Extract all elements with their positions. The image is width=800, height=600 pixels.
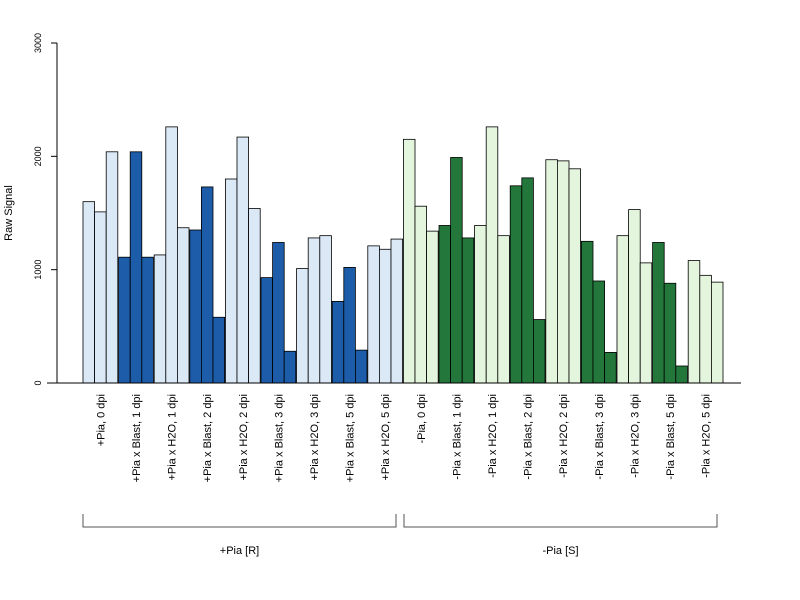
- group-bracket-0: [82, 514, 397, 528]
- bar-14-rep-3: [604, 351, 617, 384]
- group-label-0: +Pia [R]: [220, 545, 259, 557]
- bar-9-rep-1: [402, 138, 416, 384]
- category-label-12: -Pia x Blast, 2 dpi: [523, 394, 535, 480]
- category-label-13: -Pia x H2O, 2 dpi: [558, 394, 570, 478]
- bar-7-rep-3: [354, 349, 368, 384]
- category-label-1: +Pia x Blast, 1 dpi: [131, 394, 143, 482]
- bar-6-rep-3: [319, 235, 332, 384]
- bar-13-rep-1: [545, 159, 558, 384]
- bar-12-rep-1: [509, 185, 523, 384]
- category-label-15: -Pia x H2O, 3 dpi: [629, 394, 641, 478]
- bar-12-rep-2: [521, 177, 534, 384]
- bar-3-rep-2: [200, 186, 214, 384]
- category-label-10: -Pia x Blast, 1 dpi: [451, 394, 463, 480]
- category-label-3: +Pia x Blast, 2 dpi: [202, 394, 214, 482]
- bar-10-rep-3: [461, 237, 475, 384]
- bar-3-rep-1: [189, 229, 202, 384]
- bar-13-rep-3: [568, 168, 582, 384]
- bar-0-rep-1: [82, 201, 96, 384]
- category-label-7: +Pia x Blast, 5 dpi: [345, 394, 357, 482]
- bar-8-rep-1: [367, 245, 380, 384]
- category-label-17: -Pia x H2O, 5 dpi: [701, 394, 713, 478]
- bar-9-rep-2: [414, 205, 428, 384]
- group-brackets: +Pia [R] -Pia [S]: [82, 514, 718, 557]
- bar-2-rep-2: [165, 126, 178, 384]
- bar-11-rep-1: [474, 225, 487, 384]
- bar-16-rep-1: [652, 242, 665, 384]
- category-label-14: -Pia x Blast, 3 dpi: [594, 394, 606, 480]
- group-label-1: -Pia [S]: [542, 545, 578, 557]
- category-label-4: +Pia x H2O, 2 dpi: [238, 394, 250, 481]
- category-label-2: +Pia x H2O, 1 dpi: [167, 394, 179, 481]
- category-label-5: +Pia x Blast, 3 dpi: [273, 394, 285, 482]
- bar-4-rep-3: [248, 208, 261, 384]
- bar-8-rep-2: [378, 248, 392, 384]
- bar-1-rep-2: [129, 151, 143, 384]
- bar-15-rep-2: [628, 209, 641, 384]
- category-label-6: +Pia x H2O, 3 dpi: [309, 394, 321, 481]
- bar-5-rep-2: [272, 242, 285, 384]
- bar-8-rep-3: [390, 238, 404, 384]
- bar-7-rep-1: [331, 300, 345, 384]
- bar-5-rep-3: [283, 350, 297, 384]
- y-axis: 0 1000 2000 3000: [33, 33, 58, 386]
- bar-14-rep-2: [592, 280, 606, 384]
- bar-4-rep-1: [224, 178, 238, 384]
- bar-0-rep-2: [94, 211, 107, 384]
- bar-1-rep-3: [141, 256, 154, 384]
- bar-2-rep-3: [176, 227, 190, 384]
- bar-11-rep-3: [497, 235, 510, 384]
- bar-7-rep-2: [343, 266, 356, 384]
- bar-9-rep-3: [426, 230, 439, 384]
- category-label-0: +Pia, 0 dpi: [95, 394, 107, 446]
- category-label-11: -Pia x H2O, 1 dpi: [487, 394, 499, 478]
- y-tick-label-1: 1000: [33, 260, 43, 280]
- bar-4-rep-2: [236, 136, 250, 384]
- bar-1-rep-1: [118, 256, 131, 384]
- bar-15-rep-3: [639, 262, 653, 384]
- category-labels: +Pia, 0 dpi +Pia x Blast, 1 dpi +Pia x H2O…: [95, 394, 712, 482]
- bar-10-rep-2: [450, 157, 463, 384]
- y-tick-label-3: 3000: [33, 33, 43, 53]
- y-axis-title: Raw Signal: [3, 185, 15, 241]
- bar-6-rep-1: [296, 268, 309, 384]
- bar-5-rep-1: [260, 277, 274, 384]
- y-tick-label-0: 0: [33, 380, 43, 385]
- bar-0-rep-3: [105, 151, 119, 384]
- bar-17-rep-2: [699, 274, 712, 384]
- bar-14-rep-1: [581, 240, 594, 384]
- bar-12-rep-3: [533, 319, 546, 384]
- bar-17-rep-3: [711, 281, 724, 384]
- y-tick-label-2: 2000: [33, 146, 43, 166]
- bar-16-rep-3: [675, 365, 688, 384]
- bar-6-rep-2: [307, 237, 321, 384]
- category-label-8: +Pia x H2O, 5 dpi: [380, 394, 392, 481]
- bar-2-rep-1: [153, 254, 167, 384]
- bar-10-rep-1: [438, 225, 452, 384]
- bar-15-rep-1: [616, 235, 630, 384]
- bar-3-rep-3: [212, 316, 226, 384]
- bar-16-rep-2: [663, 282, 677, 384]
- bar-13-rep-2: [557, 160, 570, 384]
- bar-17-rep-1: [687, 260, 701, 384]
- bars-layer: [82, 126, 724, 384]
- bar-11-rep-2: [485, 126, 499, 384]
- category-label-9: -Pia, 0 dpi: [416, 394, 428, 444]
- category-label-16: -Pia x Blast, 5 dpi: [665, 394, 677, 480]
- group-bracket-1: [403, 514, 718, 528]
